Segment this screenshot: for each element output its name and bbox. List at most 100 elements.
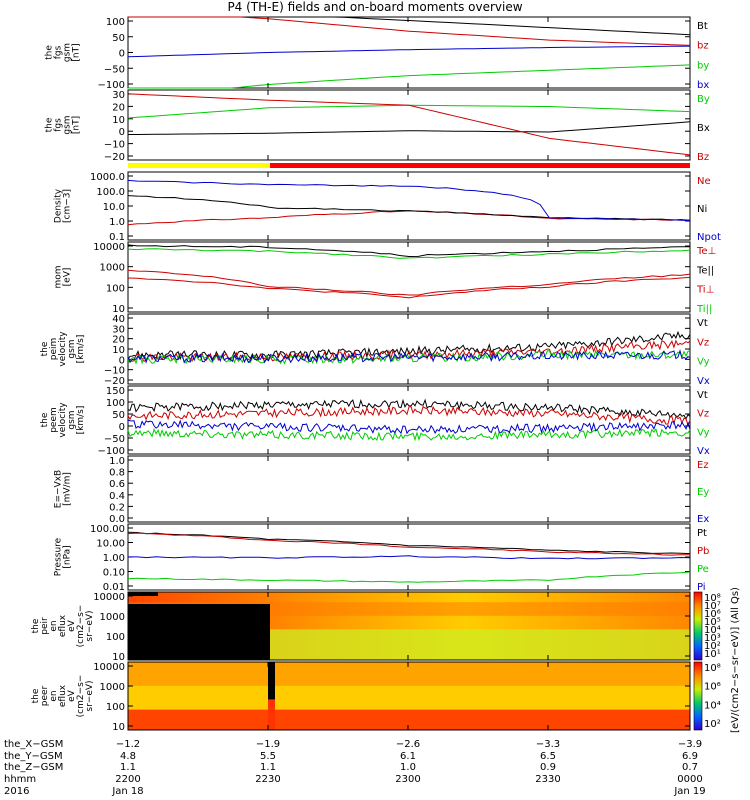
ytick-label: 10000 (93, 592, 125, 603)
ytick-label: −100 (98, 80, 125, 91)
ytick-label: −20 (104, 376, 125, 387)
colorbar-tick-label: 10¹ (704, 649, 721, 660)
legend-Npot: Npot (697, 232, 721, 243)
ylabel-line: eflux (58, 614, 68, 637)
series-Te⊥ (127, 269, 691, 296)
legend-Vz: Vz (697, 409, 709, 420)
panel-frame (127, 241, 691, 313)
xaxis-row-label: the_X−GSM (4, 739, 63, 750)
ylabel-line: en (49, 620, 59, 631)
xaxis-value: 1.1 (120, 762, 136, 773)
ylabel-line: Pressure (54, 537, 64, 576)
ytick-label: 100 (106, 283, 125, 294)
panel-pressure: 100.00 10.00 1.00 0.10 0.01 Pressure [nPa] Pt Pb… (54, 523, 709, 593)
ytick-label: 50 (112, 33, 125, 44)
legend-Vx: Vx (697, 446, 710, 457)
ytick-label: 1.00 (103, 553, 125, 564)
xaxis-value: 0000 (677, 774, 702, 785)
colorbar (693, 661, 703, 731)
legend-Ez: Ez (697, 460, 709, 471)
xaxis-value: 1.0 (400, 762, 416, 773)
legend-By: By (697, 94, 710, 105)
ylabel-line: peem (49, 407, 59, 433)
ytick-label: 100 (106, 702, 125, 713)
ytick-label: 0.6 (109, 479, 125, 490)
ytick-label: 10 (112, 652, 125, 663)
ylabel-line: sr−eV) (85, 680, 95, 711)
series-Ti⊥ (127, 276, 691, 299)
colorbar-tick-label: 10⁷ (704, 601, 721, 612)
ytick-label: 100 (106, 632, 125, 643)
ylabel-line: fgs (54, 118, 64, 132)
colorbar-tick-label: 10⁴ (704, 700, 721, 711)
ytick-label: 10 (112, 115, 125, 126)
spectrogram-high-band (128, 662, 690, 686)
colorbar (693, 591, 703, 661)
legend-Ti||: Ti|| (696, 304, 712, 315)
series-Bx (128, 121, 691, 135)
xaxis-row-label: hhmm (4, 774, 36, 785)
ylabel-line: gsm (67, 410, 77, 429)
legend-Vx: Vx (697, 376, 710, 387)
panel-efield: 1.00.80.60.40.20.0 E=−VxB [mV/m] Ez Ey Ex (54, 455, 709, 525)
series-Pt (127, 531, 691, 555)
panel-density: 1000.0 100.0 10.0 1.0 0.1 Density [cm−3] Ne Ni Np… (54, 171, 721, 243)
ylabel-line: mom (54, 265, 64, 288)
ylabel-line: E=−VxB (54, 470, 64, 508)
ytick-label: 0 (119, 49, 125, 60)
ytick-label: 0 (119, 422, 125, 433)
ylabel-line: Density (54, 188, 64, 223)
ytick-label: 30 (112, 324, 125, 335)
panel-frame (127, 89, 691, 161)
ylabel-line: peir (40, 617, 50, 635)
legend-Ni: Ni (697, 204, 707, 215)
colorbar-tick-label: 10⁶ (704, 682, 721, 693)
ylabel-line: the (31, 688, 41, 703)
ytick-label: 150 (106, 386, 125, 397)
ytick-label: 100 (106, 398, 125, 409)
series-Pi (128, 555, 691, 560)
series-bz (128, 16, 691, 46)
xaxis-value: 5.5 (260, 751, 276, 762)
ytick-label: 0 (119, 127, 125, 138)
ytick-label: 0.4 (109, 491, 125, 502)
spectrogram-gap (268, 662, 275, 730)
xaxis-row-label: 2016 (4, 786, 29, 797)
xaxis-value: 6.1 (400, 751, 416, 762)
legend-bx: bx (697, 80, 709, 91)
page-title: P4 (TH-E) fields and on-board moments ov… (227, 0, 523, 14)
ytick-label: 10000 (93, 242, 125, 253)
series-Vt (127, 398, 691, 421)
ytick-label: 1000 (100, 263, 125, 274)
xaxis-value: 2300 (395, 774, 420, 785)
series-Vz (127, 405, 691, 427)
ylabel-line: [nT] (72, 43, 82, 61)
panel-temperature: 10000 1000 100 10 mom [eV] Te⊥ Te|| Ti⊥ Ti|| (54, 241, 716, 315)
ytick-label: 1000 (100, 612, 125, 623)
panel-frame-fill (128, 17, 690, 88)
spectrogram-low-band (128, 709, 690, 730)
series-bx (127, 45, 691, 58)
legend-Vt: Vt (697, 390, 708, 401)
legend-Pe: Pe (697, 564, 709, 575)
ylabel-line: en (49, 690, 59, 701)
series-Ti|| (127, 248, 691, 259)
ytick-label: 0.01 (103, 582, 125, 593)
series-Pe (127, 571, 691, 583)
ytick-label: 10 (112, 304, 125, 315)
panel-frame-fill (128, 90, 690, 160)
xaxis-value: Jan 18 (111, 786, 143, 797)
ytick-label: −50 (104, 64, 125, 75)
xaxis-value: 0.7 (682, 762, 698, 773)
ytick-label: −10 (104, 366, 125, 377)
legend-Pb: Pb (697, 546, 709, 557)
legend-by: by (697, 60, 709, 71)
ytick-label: 1.0 (109, 456, 125, 467)
ytick-label: 0.10 (103, 568, 125, 579)
legend-Vt: Vt (697, 318, 708, 329)
xaxis-value: 2330 (535, 774, 560, 785)
xaxis-value: 4.8 (120, 751, 136, 762)
